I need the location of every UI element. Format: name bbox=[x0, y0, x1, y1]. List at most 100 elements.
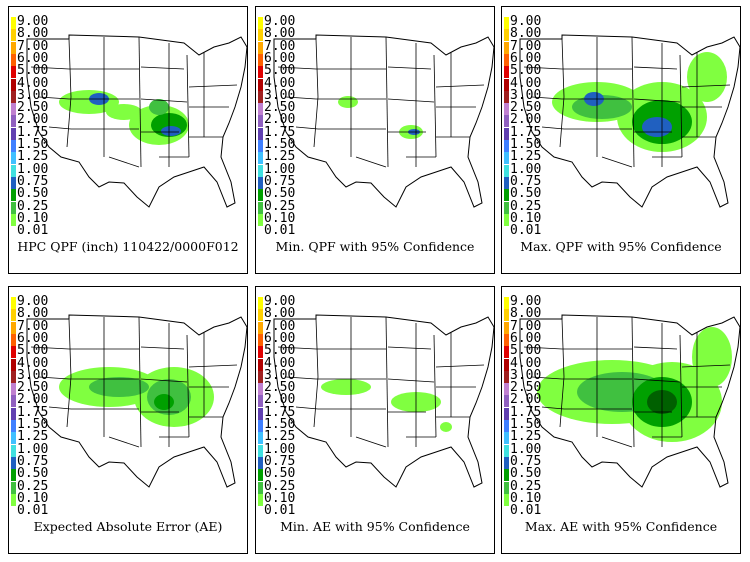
state-border bbox=[631, 316, 635, 448]
legend-entry: 5.00 bbox=[504, 63, 564, 79]
legend-entry: 0.75 bbox=[11, 454, 71, 469]
legend-entry: 3.00 bbox=[258, 368, 318, 383]
legend-swatch bbox=[504, 189, 509, 202]
legend-entry: 0.75 bbox=[504, 173, 564, 189]
legend-label: 3.00 bbox=[17, 367, 49, 383]
legend-label: 1.25 bbox=[510, 149, 542, 165]
legend-swatch bbox=[504, 432, 509, 445]
legend-swatch bbox=[11, 17, 16, 29]
legend-label: 9.00 bbox=[264, 14, 296, 29]
legend-entry: 1.25 bbox=[258, 429, 318, 445]
legend-swatch bbox=[258, 469, 263, 482]
legend-label: 7.00 bbox=[17, 38, 49, 54]
legend-swatch bbox=[11, 140, 16, 152]
legend-swatch bbox=[11, 469, 16, 482]
state-border bbox=[188, 364, 238, 368]
legend-label: 0.01 bbox=[510, 223, 542, 239]
legend-label: 4.00 bbox=[510, 75, 542, 91]
legend-entry: 1.50 bbox=[258, 137, 318, 152]
legend-entry: 2.00 bbox=[504, 392, 564, 408]
state-border bbox=[295, 406, 319, 410]
legend-label: 0.75 bbox=[510, 173, 542, 189]
legend-swatch bbox=[504, 358, 509, 371]
legend-entry: 1.75 bbox=[258, 125, 318, 140]
legend-label: 1.25 bbox=[264, 149, 296, 165]
legend-entry: 2.50 bbox=[258, 100, 318, 116]
legend-swatch bbox=[504, 115, 509, 128]
legend-label: 8.00 bbox=[17, 26, 49, 42]
legend-label: 1.50 bbox=[17, 417, 49, 432]
legend-label: 1.25 bbox=[264, 429, 296, 445]
legend-label: 7.00 bbox=[264, 318, 296, 334]
color-legend: 9.00 8.00 7.00 6.00 5.00 4.00 3.00 2.50 2.00 1.75… bbox=[258, 14, 318, 241]
legend-entry: 1.25 bbox=[11, 429, 71, 445]
legend-entry: 8.00 bbox=[504, 306, 564, 322]
legend-swatch bbox=[258, 78, 263, 91]
state-border bbox=[559, 318, 565, 428]
legend-swatch bbox=[258, 189, 263, 202]
legend-label: 0.01 bbox=[264, 503, 296, 519]
legend-swatch bbox=[258, 213, 263, 226]
precip-area bbox=[321, 379, 371, 395]
precip-area bbox=[149, 99, 169, 115]
legend-entry: 0.50 bbox=[504, 186, 564, 202]
state-border bbox=[313, 318, 319, 428]
state-border bbox=[679, 54, 683, 158]
legend-swatch bbox=[11, 370, 16, 383]
legend-label: 0.75 bbox=[264, 173, 296, 189]
state-border bbox=[30, 346, 70, 350]
legend-entry: 1.25 bbox=[258, 149, 318, 165]
legend-label: 2.00 bbox=[510, 112, 542, 128]
legend-label: 0.50 bbox=[264, 466, 296, 482]
state-border bbox=[387, 346, 432, 350]
legend-entry: 8.00 bbox=[258, 306, 318, 322]
state-border bbox=[435, 84, 485, 88]
state-border bbox=[601, 156, 633, 168]
legend-entry: 0.01 bbox=[504, 503, 564, 519]
legend-entry: 1.00 bbox=[504, 442, 564, 457]
legend-label: 0.75 bbox=[264, 453, 296, 469]
legend-swatch bbox=[11, 456, 16, 469]
country-outline bbox=[273, 314, 494, 488]
legend-entry: 6.00 bbox=[504, 51, 564, 66]
legend-swatch bbox=[504, 226, 509, 239]
legend-swatch bbox=[258, 53, 263, 66]
legend-entry: 7.00 bbox=[11, 319, 71, 334]
state-border bbox=[355, 156, 387, 168]
legend-swatch bbox=[258, 493, 263, 506]
legend-swatch bbox=[258, 481, 263, 494]
legend-swatch bbox=[504, 103, 509, 116]
us-map bbox=[273, 314, 494, 488]
legend-label: 0.25 bbox=[264, 198, 296, 214]
legend-swatch bbox=[504, 383, 509, 396]
legend-label: 1.50 bbox=[264, 417, 296, 432]
legend-swatch bbox=[11, 127, 16, 140]
legend-label: 0.25 bbox=[17, 478, 49, 494]
legend-entry: 0.50 bbox=[11, 466, 71, 482]
state-border bbox=[138, 36, 142, 168]
legend-swatch bbox=[258, 456, 263, 469]
legend-entry: 9.00 bbox=[11, 294, 71, 309]
legend-entry: 2.00 bbox=[258, 392, 318, 408]
legend-label: 2.50 bbox=[17, 100, 49, 116]
legend-swatch bbox=[11, 90, 16, 103]
legend-label: 6.00 bbox=[264, 50, 296, 66]
precip-area bbox=[687, 52, 727, 102]
state-border bbox=[523, 346, 563, 350]
legend-entry: 0.10 bbox=[504, 491, 564, 506]
map-panel: 9.00 8.00 7.00 6.00 5.00 4.00 3.00 2.50 2.00 1.75… bbox=[8, 6, 248, 274]
legend-swatch bbox=[258, 127, 263, 140]
legend-swatch bbox=[258, 297, 263, 309]
legend-label: 0.25 bbox=[264, 478, 296, 494]
legend-swatch bbox=[11, 29, 16, 42]
state-border bbox=[601, 436, 633, 448]
legend-swatch bbox=[258, 164, 263, 177]
legend-swatch bbox=[258, 333, 263, 346]
legend-entry: 2.50 bbox=[504, 100, 564, 116]
legend-label: 0.10 bbox=[17, 210, 49, 226]
legend-entry: 7.00 bbox=[504, 319, 564, 334]
legend-label: 0.01 bbox=[510, 503, 542, 519]
legend-entry: 1.50 bbox=[258, 417, 318, 432]
legend-entry: 2.50 bbox=[11, 380, 71, 396]
legend-swatch bbox=[504, 420, 509, 432]
